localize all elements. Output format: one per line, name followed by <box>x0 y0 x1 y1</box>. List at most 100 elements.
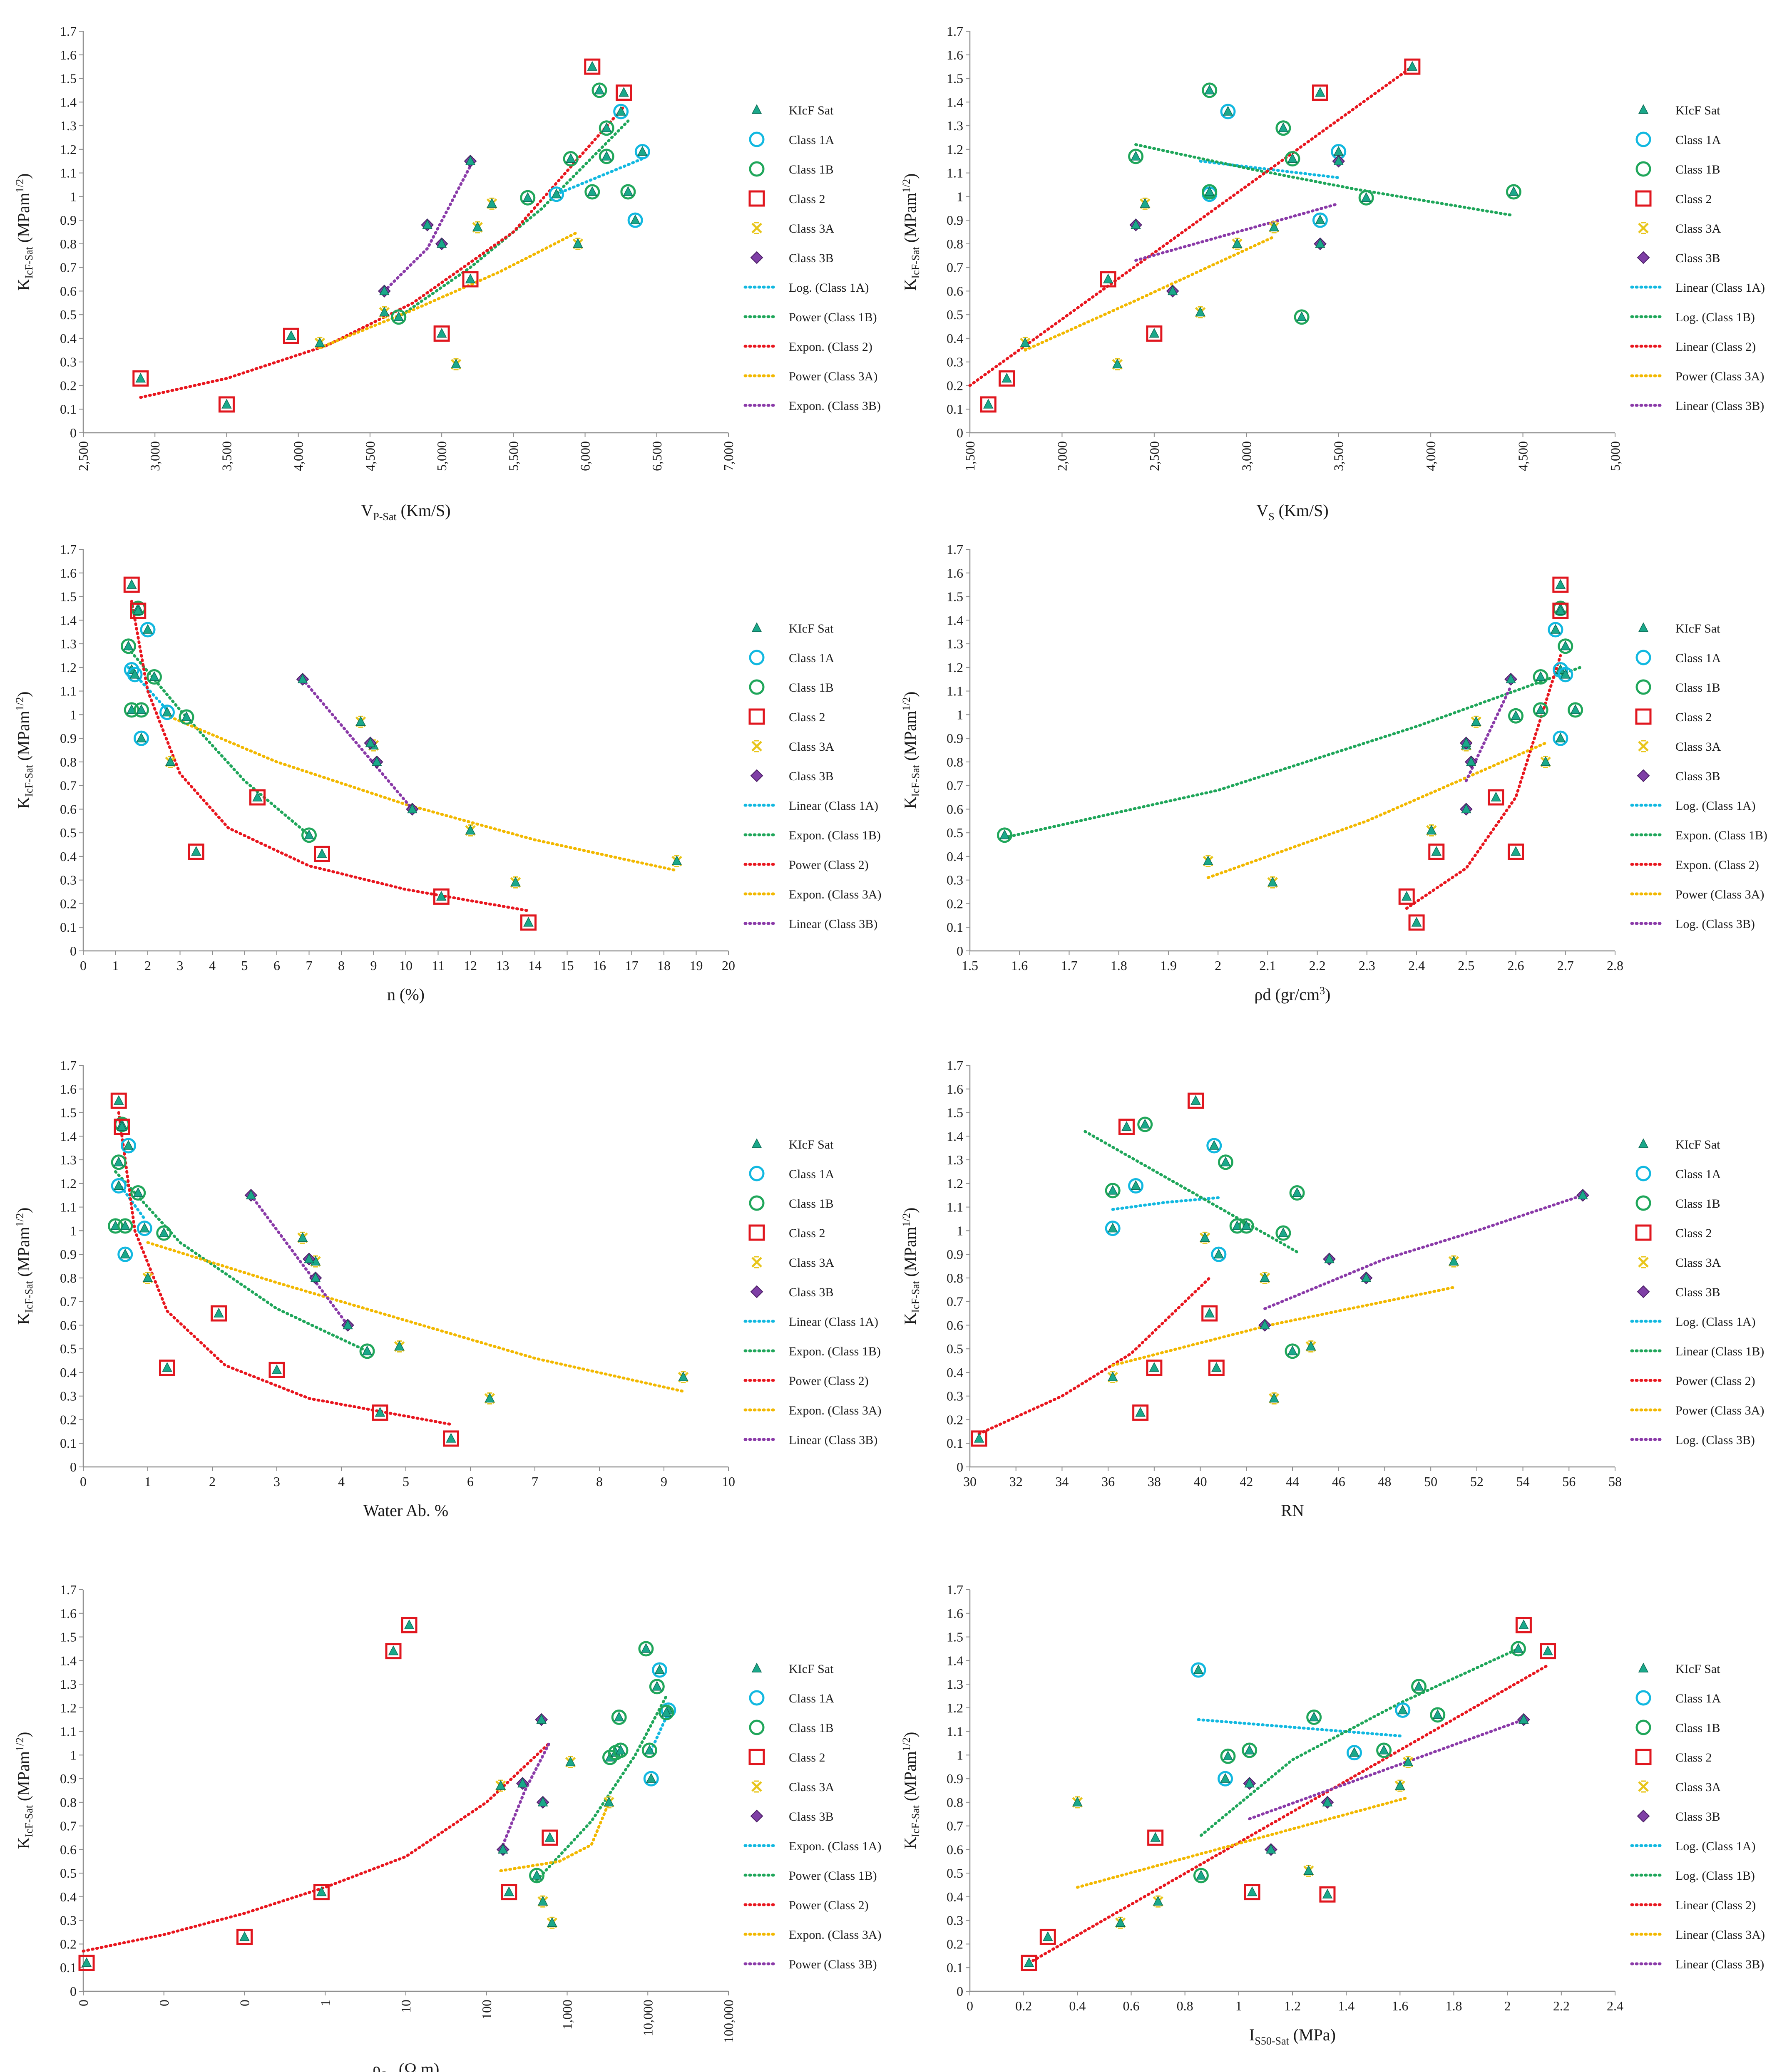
class-1a-marker <box>1105 1221 1121 1236</box>
class-1b-marker <box>749 1195 765 1211</box>
kic-marker <box>604 1797 614 1806</box>
legend-entry: Class 2 <box>1675 1751 1712 1764</box>
y-tick-label: 0.7 <box>60 1294 77 1309</box>
kic-marker <box>465 155 476 165</box>
kic-marker <box>1223 106 1233 116</box>
legend-entry: Class 3B <box>1675 251 1720 265</box>
kic-marker <box>120 1248 130 1258</box>
legend-entry: Class 1A <box>1675 133 1721 147</box>
kic-marker <box>587 61 598 71</box>
kic-marker <box>1232 238 1243 248</box>
kic-marker <box>587 186 598 196</box>
x-tick-label: 34 <box>1055 1474 1069 1489</box>
trend-line-3a <box>169 715 678 872</box>
kic-marker <box>1638 1138 1649 1148</box>
class-2-marker <box>1488 789 1504 806</box>
class-1a-marker <box>749 650 765 665</box>
kic-marker <box>1153 1896 1163 1906</box>
kic-marker <box>487 198 497 208</box>
kic-marker <box>654 1664 665 1674</box>
class-1b-marker <box>1275 120 1291 136</box>
y-tick-label: 0.3 <box>947 873 963 888</box>
x-tick-label: 52 <box>1470 1474 1484 1489</box>
x-tick-label: 2.4 <box>1408 958 1425 973</box>
kic-marker <box>1203 855 1213 866</box>
legend-entry: Log. (Class 1A) <box>789 281 869 295</box>
legend-entry: Class 2 <box>789 1751 825 1764</box>
x-tick-label: 40 <box>1194 1474 1207 1489</box>
kic-marker <box>1150 1832 1161 1842</box>
y-tick-label: 0.1 <box>60 1960 77 1975</box>
legend-entry: Log. (Class 1B) <box>1675 1869 1755 1883</box>
y-tick-label: 1.1 <box>60 1200 77 1215</box>
class-1b-marker <box>599 149 614 164</box>
legend-entry: Class 3A <box>789 222 835 236</box>
x-tick-label: 1.8 <box>1111 958 1127 973</box>
kic-marker <box>751 622 762 632</box>
kic-marker <box>1414 1681 1424 1691</box>
class-1a-marker <box>1553 662 1568 677</box>
legend-entry: Linear (Class 3B) <box>789 1433 877 1447</box>
kic-marker <box>1287 1345 1298 1355</box>
kic-marker <box>1260 1319 1270 1330</box>
class-1b-marker <box>749 1720 765 1735</box>
y-tick-label: 0.9 <box>947 213 963 228</box>
y-tick-label: 0 <box>70 425 77 440</box>
class-2-marker <box>1515 1617 1532 1633</box>
y-tick-label: 1 <box>70 1747 77 1762</box>
legend-entry: Class 1B <box>789 681 834 695</box>
class-2-marker <box>159 1360 175 1376</box>
class-1b-marker <box>1275 1225 1291 1241</box>
x-tick-label: 9 <box>370 958 377 973</box>
kic-marker <box>1103 273 1113 283</box>
x-tick-label: 6 <box>467 1474 474 1489</box>
legend-entry: Power (Class 1B) <box>789 1869 877 1883</box>
x-tick-label: 3,000 <box>147 441 162 471</box>
x-tick-label: 0.4 <box>1069 1998 1086 2013</box>
kic-marker <box>393 311 404 321</box>
kic-marker <box>614 1711 624 1722</box>
y-axis-label: KIcF-Sat (MPam1/2) <box>14 692 35 809</box>
y-tick-label: 0.2 <box>60 896 77 911</box>
kic-marker <box>1491 792 1501 802</box>
kic-marker <box>1131 1180 1141 1190</box>
legend-entry: Class 3B <box>789 769 834 783</box>
trend-line-3b <box>249 1194 349 1327</box>
x-tick-label: 2.3 <box>1359 958 1375 973</box>
y-tick-label: 1 <box>957 189 963 204</box>
class-3b-marker <box>1637 1285 1650 1298</box>
y-tick-label: 1 <box>70 1223 77 1238</box>
y-tick-label: 0.8 <box>947 1270 963 1285</box>
class-1b-marker <box>1635 1195 1651 1211</box>
y-tick-label: 1.6 <box>60 566 77 581</box>
kic-marker <box>1267 876 1278 887</box>
kic-marker <box>1204 84 1215 94</box>
class-2-marker <box>1552 603 1569 619</box>
legend-entry: Log. (Class 1A) <box>1675 1839 1755 1853</box>
legend-entry: Expon. (Class 1B) <box>789 829 881 842</box>
trend-line-3b <box>301 677 414 811</box>
kic-marker <box>1269 221 1279 231</box>
y-tick-label: 1.5 <box>947 71 963 86</box>
kic-marker <box>1131 151 1141 161</box>
trend-line-3a <box>318 231 579 350</box>
x-tick-label: 58 <box>1608 1474 1622 1489</box>
kic-marker <box>1200 1232 1210 1242</box>
kic-marker <box>355 716 366 726</box>
kic-marker <box>142 624 153 634</box>
kic-marker <box>1426 824 1437 835</box>
x-tick-label: 0.6 <box>1123 1998 1140 2013</box>
class-1b-marker <box>1508 708 1524 724</box>
class-1a-marker <box>1347 1745 1362 1761</box>
x-tick-label: 3,500 <box>1331 441 1346 471</box>
kic-marker <box>436 891 447 901</box>
y-tick-label: 1.5 <box>947 1630 963 1645</box>
legend-entry: Class 3B <box>1675 1810 1720 1824</box>
class-1a-marker <box>1548 622 1563 638</box>
legend-entry: Linear (Class 3A) <box>1675 1928 1765 1942</box>
class-2-marker <box>1208 1360 1225 1376</box>
kic-marker <box>451 358 461 369</box>
y-axis-label: KIcF-Sat (MPam1/2) <box>14 174 35 291</box>
legend-entry: Class 3A <box>789 740 835 754</box>
class-2-marker <box>114 1119 130 1135</box>
